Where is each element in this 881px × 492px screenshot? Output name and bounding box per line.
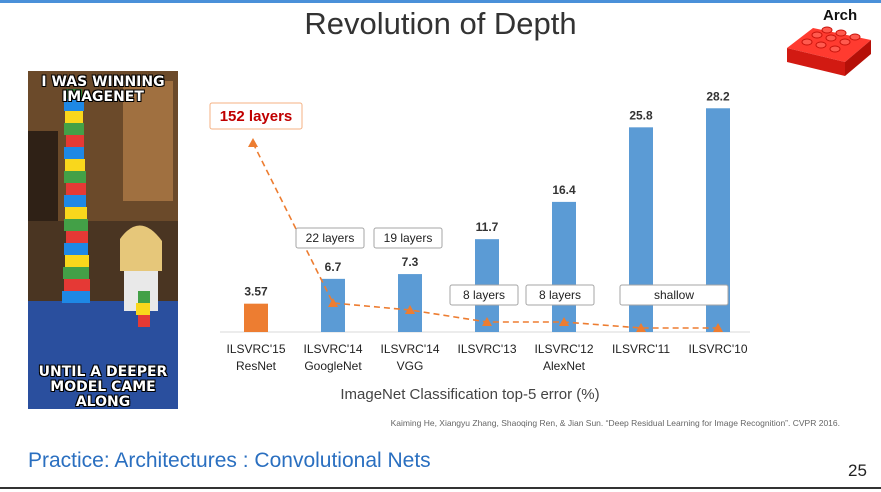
value-label-2: 7.3 <box>402 255 419 269</box>
footer-breadcrumb: Practice: Architectures : Convolutional … <box>28 449 431 472</box>
category-label-2-0: ILSVRC'14 <box>381 342 440 356</box>
layer-box-4 <box>525 284 595 306</box>
category-label-3-0: ILSVRC'13 <box>458 342 517 356</box>
meme-bottom-caption: UNTIL A DEEPER MODEL CAME ALONG <box>38 364 168 410</box>
category-label-1-0: ILSVRC'14 <box>304 342 363 356</box>
depth-bar-chart: 3.57 ILSVRC'15 ResNet 6.7 ILSVRC'14 GoogleNet… <box>209 89 840 428</box>
layer-box-3 <box>449 284 519 306</box>
layer-box-2 <box>373 227 443 249</box>
layer-box-0 <box>209 102 303 130</box>
bar-2 <box>398 274 422 332</box>
lego-tower-meme-image: I WAS WINNING IMAGENET UNTIL A DEEPER MO… <box>28 71 178 409</box>
meme-illustration <box>28 71 178 409</box>
layer-label-2: 19 layers <box>384 231 433 245</box>
category-label-5-0: ILSVRC'11 <box>612 342 670 356</box>
bottom-divider <box>0 487 881 489</box>
value-label-5: 25.8 <box>629 108 653 122</box>
bar-0 <box>244 303 268 332</box>
category-label-1-1: GoogleNet <box>304 359 362 373</box>
category-label-0-1: ResNet <box>236 359 277 373</box>
category-label-6-0: ILSVRC'10 <box>689 342 748 356</box>
layer-label-0: 152 layers <box>220 108 293 125</box>
trend-marker-3 <box>482 317 492 326</box>
category-label-4-0: ILSVRC'12 <box>535 342 594 356</box>
page-number: 25 <box>848 461 867 480</box>
bar-4 <box>552 201 576 332</box>
lego-brick-icon <box>787 26 871 76</box>
trend-marker-6 <box>713 323 723 332</box>
layer-label-4: 8 layers <box>539 288 581 302</box>
trend-marker-5 <box>636 323 646 332</box>
citation-text: Kaiming He, Xiangyu Zhang, Shaoqing Ren,… <box>391 418 840 428</box>
arch-label: Arch <box>823 7 858 24</box>
slide-title: Revolution of Depth <box>304 6 577 41</box>
value-label-1: 6.7 <box>325 260 342 274</box>
value-label-3: 11.7 <box>476 220 499 234</box>
trend-marker-4 <box>559 317 569 326</box>
trend-marker-2 <box>405 305 415 314</box>
value-label-0: 3.57 <box>244 285 268 299</box>
layer-box-1 <box>295 227 365 249</box>
category-label-2-1: VGG <box>397 359 424 373</box>
layer-label-5: shallow <box>654 288 694 302</box>
category-label-0-0: ILSVRC'15 <box>227 342 286 356</box>
top-accent-bar <box>0 0 881 3</box>
trend-marker-0 <box>248 138 258 147</box>
x-axis-title: ImageNet Classification top-5 error (%) <box>340 386 599 403</box>
layer-box-5 <box>619 284 729 306</box>
meme-top-caption: I WAS WINNING IMAGENET <box>41 74 165 105</box>
lego-tower <box>62 89 150 327</box>
layer-label-1: 22 layers <box>306 231 355 245</box>
value-label-4: 16.4 <box>552 183 576 197</box>
layer-label-3: 8 layers <box>463 288 505 302</box>
trend-marker-1 <box>328 298 338 307</box>
value-label-6: 28.2 <box>706 89 730 103</box>
category-label-4-1: AlexNet <box>543 359 586 373</box>
